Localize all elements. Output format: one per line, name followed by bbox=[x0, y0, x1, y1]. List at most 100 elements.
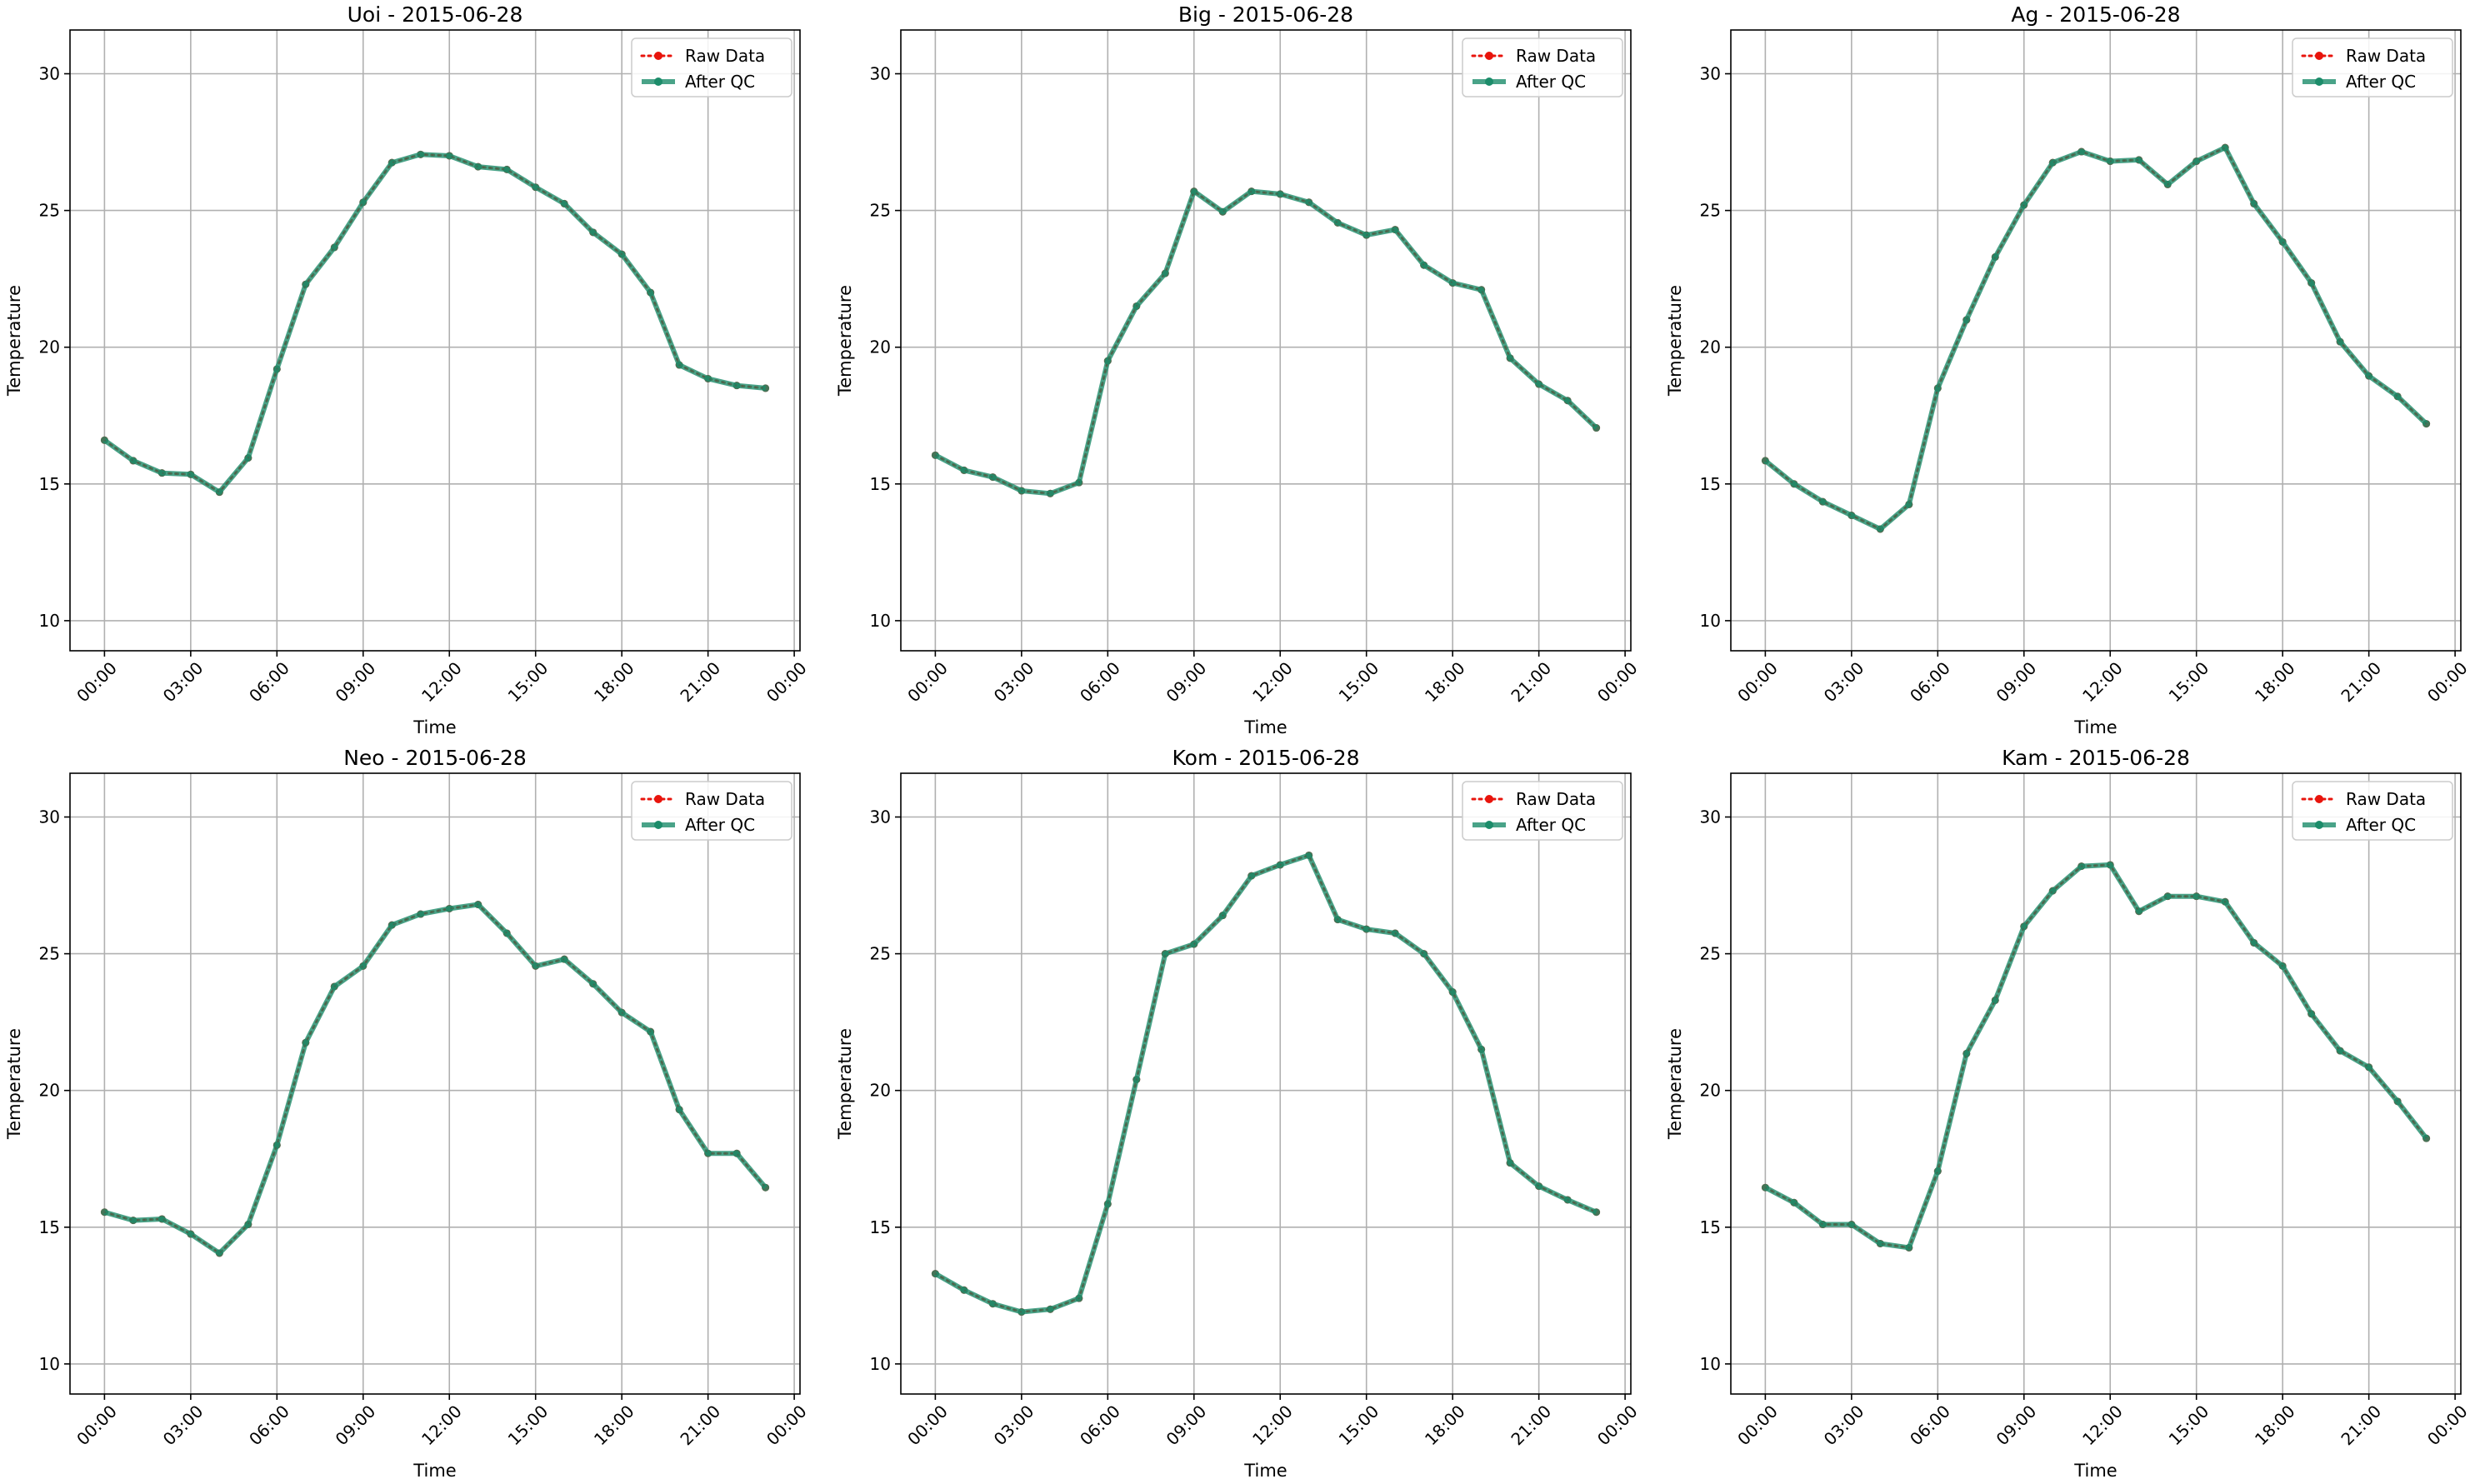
y-axis-label: Temperature bbox=[4, 285, 24, 397]
point-after-qc bbox=[445, 904, 453, 912]
point-after-qc bbox=[1161, 269, 1169, 277]
point-after-qc bbox=[1478, 286, 1486, 294]
subplot-uoi: 10 15 20 25 30 00:00 03:00 06:00 09:00 12:00 15:00… bbox=[4, 2, 811, 737]
x-tick-label: 00:00 bbox=[2423, 1402, 2472, 1450]
point-after-qc bbox=[330, 982, 338, 991]
point-after-qc bbox=[1132, 302, 1141, 310]
x-tick-label: 09:00 bbox=[332, 1402, 380, 1450]
axes-frame bbox=[1730, 772, 2462, 1395]
legend-marker-after-qc bbox=[2315, 821, 2323, 829]
point-after-qc bbox=[2393, 392, 2402, 401]
y-axis-label: Temperature bbox=[835, 1028, 855, 1140]
y-tick-label: 10 bbox=[1700, 611, 1721, 631]
point-after-qc bbox=[1333, 916, 1342, 924]
y-tick-label: 25 bbox=[39, 201, 60, 221]
point-after-qc bbox=[2365, 1063, 2373, 1072]
point-after-qc bbox=[2020, 201, 2028, 209]
point-after-qc bbox=[330, 243, 338, 252]
legend-marker-raw-data bbox=[654, 52, 662, 60]
x-axis-label: Time bbox=[2073, 717, 2117, 737]
x-tick-label: 15:00 bbox=[504, 658, 552, 707]
point-after-qc bbox=[2250, 938, 2258, 947]
point-after-qc bbox=[2308, 279, 2316, 287]
point-after-qc bbox=[417, 150, 425, 158]
point-after-qc bbox=[2106, 861, 2114, 869]
x-axis-label: Time bbox=[412, 1461, 456, 1481]
point-after-qc bbox=[1506, 1159, 1514, 1167]
legend-marker-after-qc bbox=[1485, 821, 1493, 829]
point-after-qc bbox=[1876, 525, 1884, 533]
x-tick-label: 06:00 bbox=[1906, 658, 1954, 707]
legend-marker-after-qc bbox=[654, 821, 662, 829]
point-after-qc bbox=[474, 162, 482, 171]
x-tick-label: 21:00 bbox=[1507, 658, 1555, 707]
x-axis-label: Time bbox=[2073, 1461, 2117, 1481]
point-after-qc bbox=[1991, 996, 1999, 1004]
point-after-qc bbox=[359, 198, 368, 207]
x-tick-label: 03:00 bbox=[990, 658, 1038, 707]
point-after-qc bbox=[1448, 279, 1457, 287]
point-after-qc bbox=[1991, 252, 1999, 261]
point-after-qc bbox=[1276, 861, 1284, 869]
x-tick-label: 09:00 bbox=[332, 658, 380, 707]
point-after-qc bbox=[560, 199, 568, 207]
series-line-after-qc bbox=[934, 188, 1598, 497]
y-tick-label: 15 bbox=[39, 1217, 60, 1237]
x-tick-label: 00:00 bbox=[903, 1402, 952, 1450]
y-axis-label: Temperature bbox=[1665, 1028, 1685, 1140]
x-tick-label: 06:00 bbox=[1076, 1402, 1124, 1450]
point-after-qc bbox=[2163, 180, 2172, 188]
x-tick-label: 09:00 bbox=[1992, 1402, 2041, 1450]
x-tick-label: 06:00 bbox=[245, 1402, 293, 1450]
x-tick-label: 09:00 bbox=[1162, 1402, 1211, 1450]
point-after-qc bbox=[589, 228, 598, 237]
x-axis-label: Time bbox=[1243, 1461, 1287, 1481]
point-after-qc bbox=[1905, 1243, 1913, 1252]
series-overlay-raw-data bbox=[1764, 863, 2428, 1249]
legend: Raw Data After QC bbox=[1462, 781, 1623, 841]
point-after-qc bbox=[2221, 143, 2229, 152]
y-tick-label: 15 bbox=[870, 1217, 891, 1237]
point-after-qc bbox=[532, 962, 540, 970]
point-after-qc bbox=[762, 1183, 770, 1192]
point-after-qc bbox=[560, 955, 568, 963]
x-tick-label: 15:00 bbox=[2165, 658, 2213, 707]
legend-label-after-qc: After QC bbox=[2346, 72, 2416, 92]
point-after-qc bbox=[675, 1106, 683, 1114]
y-tick-label: 20 bbox=[870, 1081, 891, 1101]
point-after-qc bbox=[302, 280, 310, 288]
y-tick-label: 10 bbox=[39, 1354, 60, 1374]
legend-label-after-qc: After QC bbox=[2346, 815, 2416, 835]
axes-frame bbox=[69, 772, 801, 1395]
point-after-qc bbox=[2278, 237, 2287, 246]
x-axis-label: Time bbox=[412, 717, 456, 737]
x-tick-label: 00:00 bbox=[72, 1402, 121, 1450]
legend: Raw Data After QC bbox=[631, 781, 792, 841]
x-tick-label: 00:00 bbox=[2423, 658, 2472, 707]
axes-background bbox=[1731, 773, 2461, 1394]
point-after-qc bbox=[2192, 157, 2201, 166]
y-axis-label: Temperature bbox=[4, 1028, 24, 1140]
point-after-qc bbox=[1305, 198, 1313, 207]
series-line-after-qc bbox=[1763, 145, 2428, 532]
point-after-qc bbox=[1506, 354, 1514, 362]
point-after-qc bbox=[2192, 892, 2201, 901]
x-tick-label: 21:00 bbox=[676, 1402, 724, 1450]
legend-label-after-qc: After QC bbox=[1516, 72, 1586, 92]
point-after-qc bbox=[1933, 384, 1942, 392]
point-after-qc bbox=[2135, 907, 2143, 916]
x-tick-label: 03:00 bbox=[159, 658, 208, 707]
point-after-qc bbox=[1190, 940, 1198, 948]
x-tick-label: 12:00 bbox=[2078, 658, 2127, 707]
point-after-qc bbox=[1876, 1239, 1884, 1247]
legend-marker-after-qc bbox=[654, 77, 662, 86]
series-line-after-qc bbox=[1764, 862, 2428, 1251]
chart-title: Big - 2015-06-28 bbox=[1178, 2, 1353, 27]
x-axis-label: Time bbox=[1243, 717, 1287, 737]
point-after-qc bbox=[1362, 231, 1371, 239]
point-after-qc bbox=[647, 1027, 655, 1036]
point-after-qc bbox=[1592, 424, 1601, 432]
x-tick-label: 21:00 bbox=[2337, 658, 2385, 707]
point-after-qc bbox=[1190, 187, 1198, 196]
y-tick-label: 20 bbox=[870, 337, 891, 357]
